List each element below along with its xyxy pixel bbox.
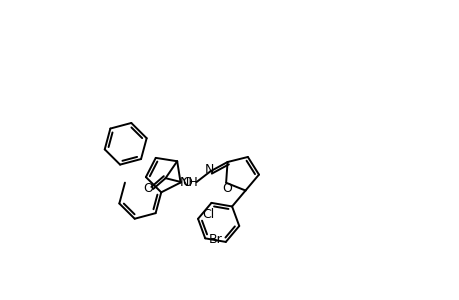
Text: NH: NH: [179, 176, 198, 188]
Text: O: O: [222, 182, 232, 195]
Text: O: O: [181, 176, 191, 189]
Text: Cl: Cl: [202, 208, 214, 221]
Text: Br: Br: [209, 233, 222, 246]
Text: O: O: [142, 182, 152, 196]
Text: N: N: [204, 163, 213, 176]
